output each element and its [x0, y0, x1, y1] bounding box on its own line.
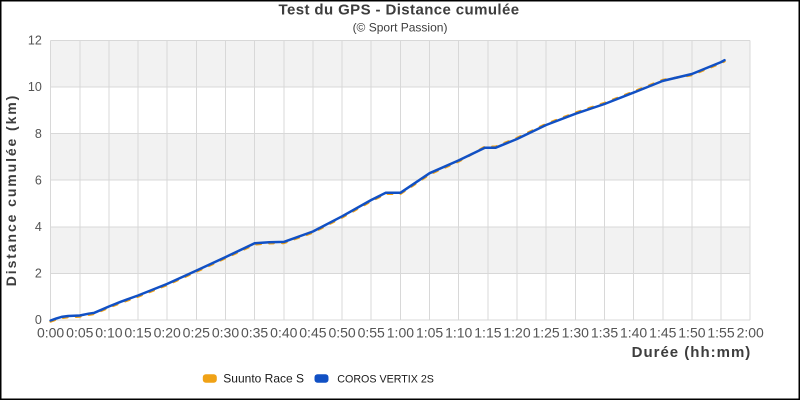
svg-text:1:30: 1:30 — [562, 325, 589, 341]
svg-text:0:30: 0:30 — [212, 325, 239, 341]
svg-text:Distance cumulée (km): Distance cumulée (km) — [3, 94, 19, 286]
svg-text:1:45: 1:45 — [649, 325, 676, 341]
svg-text:1:50: 1:50 — [678, 325, 705, 341]
svg-text:0:15: 0:15 — [124, 325, 151, 341]
svg-text:0:05: 0:05 — [66, 325, 93, 341]
svg-text:0:10: 0:10 — [95, 325, 122, 341]
svg-text:2: 2 — [35, 267, 42, 281]
svg-text:1:20: 1:20 — [503, 325, 530, 341]
svg-text:12: 12 — [28, 34, 42, 48]
svg-text:(© Sport Passion): (© Sport Passion) — [353, 21, 448, 35]
svg-text:2:00: 2:00 — [737, 325, 764, 341]
svg-text:0:50: 0:50 — [328, 325, 355, 341]
svg-text:1:55: 1:55 — [707, 325, 734, 341]
svg-text:8: 8 — [35, 127, 42, 141]
svg-text:Suunto Race S: Suunto Race S — [223, 371, 304, 385]
svg-text:0:45: 0:45 — [299, 325, 326, 341]
svg-text:1:05: 1:05 — [416, 325, 443, 341]
svg-text:0:20: 0:20 — [154, 325, 181, 341]
svg-text:10: 10 — [28, 80, 42, 94]
svg-text:Test du GPS - Distance cumulée: Test du GPS - Distance cumulée — [279, 2, 520, 19]
svg-text:1:25: 1:25 — [532, 325, 559, 341]
svg-text:1:35: 1:35 — [591, 325, 618, 341]
svg-text:0: 0 — [35, 313, 42, 327]
svg-text:1:00: 1:00 — [387, 325, 414, 341]
svg-text:6: 6 — [35, 173, 42, 187]
svg-text:0:00: 0:00 — [37, 325, 64, 341]
svg-text:0:25: 0:25 — [183, 325, 210, 341]
svg-text:0:55: 0:55 — [358, 325, 385, 341]
svg-text:0:35: 0:35 — [241, 325, 268, 341]
svg-text:1:15: 1:15 — [474, 325, 501, 341]
svg-text:Durée (hh:mm): Durée (hh:mm) — [632, 344, 752, 361]
svg-text:COROS VERTIX 2S: COROS VERTIX 2S — [337, 373, 434, 385]
svg-text:1:40: 1:40 — [620, 325, 647, 341]
svg-text:1:10: 1:10 — [445, 325, 472, 341]
svg-text:0:40: 0:40 — [270, 325, 297, 341]
svg-text:4: 4 — [35, 220, 42, 234]
